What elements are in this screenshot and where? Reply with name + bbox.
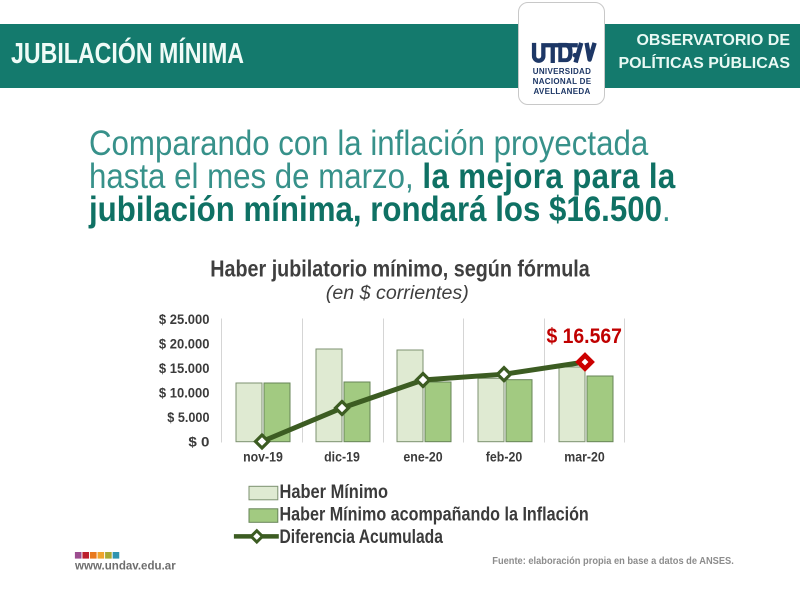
svg-text:$ 10.000: $ 10.000 [159,384,210,400]
svg-text:Fuente: elaboración propia en: Fuente: elaboración propia en base a dat… [492,555,734,567]
svg-text:dic-19: dic-19 [324,448,360,464]
svg-text:www.undav.edu.ar: www.undav.edu.ar [74,559,176,573]
svg-text:$ 25.000: $ 25.000 [159,311,210,327]
svg-text:Haber Mínimo: Haber Mínimo [280,482,389,503]
svg-text:$ 0: $ 0 [188,433,209,449]
svg-text:Haber jubilatorio mínimo, segú: Haber jubilatorio mínimo, según fórmula [210,255,590,281]
svg-text:$ 20.000: $ 20.000 [159,335,210,351]
svg-text:ene-20: ene-20 [403,448,442,464]
svg-text:nov-19: nov-19 [243,448,283,464]
svg-text:$ 15.000: $ 15.000 [159,360,210,376]
svg-text:$ 5.000: $ 5.000 [167,409,209,425]
svg-text:mar-20: mar-20 [564,448,605,464]
svg-text:Diferencia Acumulada: Diferencia Acumulada [280,527,444,548]
svg-text:$ 16.567: $ 16.567 [546,325,622,348]
svg-text:feb-20: feb-20 [486,448,523,464]
svg-text:(en $ corrientes): (en $ corrientes) [326,283,469,304]
svg-text:Haber Mínimo acompañando la In: Haber Mínimo acompañando la Inflación [280,505,589,526]
